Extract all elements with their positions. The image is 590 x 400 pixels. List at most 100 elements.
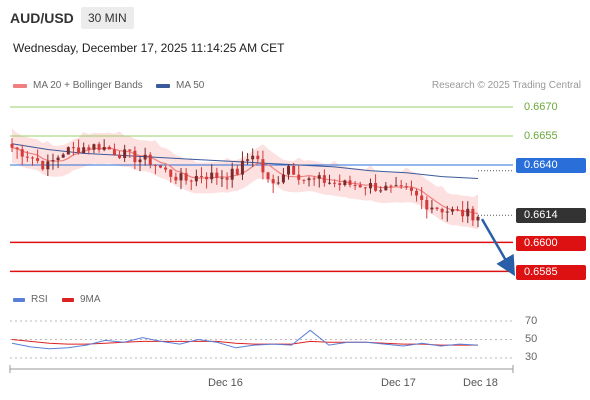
- candle-body: [148, 154, 152, 165]
- price-tag-s1: 0.6600: [516, 236, 586, 251]
- candle-body: [358, 185, 362, 188]
- candle-body: [189, 180, 193, 182]
- candle-body: [25, 156, 29, 158]
- ma20-label: MA 20 + Bollinger Bands: [33, 80, 143, 91]
- candle-body: [333, 182, 337, 184]
- candle-body: [297, 174, 301, 180]
- candle-body: [240, 160, 244, 175]
- price-tag-r2: 0.6670: [524, 101, 558, 113]
- candle-body: [215, 172, 219, 179]
- price-tag-last: 0.6614: [516, 208, 586, 223]
- candle-body: [112, 149, 116, 155]
- candle-body: [251, 155, 255, 160]
- forecast-arrow: [480, 218, 516, 277]
- candle-body: [471, 208, 475, 221]
- candle-body: [220, 177, 224, 179]
- candle-body: [71, 147, 75, 149]
- candle-body: [425, 199, 429, 210]
- candle-body: [276, 182, 280, 184]
- candle-body: [348, 180, 352, 185]
- candle-body: [210, 172, 214, 180]
- candle-body: [184, 173, 188, 181]
- rsi-ma-label: 9MA: [80, 294, 101, 305]
- ma50-line: [11, 143, 479, 179]
- candle-body: [461, 209, 465, 217]
- timeframe-button[interactable]: 30 MIN: [81, 7, 134, 29]
- candle-body: [317, 175, 321, 179]
- candle-body: [205, 176, 209, 180]
- candle-body: [445, 211, 449, 213]
- rsi-tick-30: 30: [525, 351, 538, 363]
- candle-body: [246, 159, 250, 161]
- candle-body: [312, 178, 316, 180]
- candle-body: [409, 187, 413, 191]
- candle-body: [302, 179, 306, 181]
- symbol-title: AUD/USD: [10, 10, 74, 26]
- candle-body: [343, 180, 347, 186]
- candle-body: [415, 190, 419, 196]
- datetime-label: Wednesday, December 17, 2025 11:14:25 AM…: [13, 41, 285, 55]
- candle-body: [87, 147, 91, 150]
- candle-body: [138, 159, 142, 163]
- candle-body: [143, 154, 147, 160]
- candle-body: [61, 154, 65, 158]
- ma50-swatch: [156, 83, 170, 88]
- top-bar: AUD/USD 30 MIN: [0, 0, 590, 36]
- candle-body: [281, 174, 285, 183]
- candle-body: [466, 208, 470, 217]
- candle-body: [374, 183, 378, 191]
- price-tag-r1: 0.6655: [524, 130, 558, 142]
- candle-body: [56, 157, 60, 161]
- candle-body: [128, 149, 132, 151]
- candle-body: [271, 179, 275, 184]
- candle-body: [430, 207, 434, 210]
- candle-body: [77, 147, 81, 154]
- candle-body: [399, 185, 403, 187]
- credit-text: Research © 2025 Trading Central: [431, 80, 581, 91]
- rsi-ma-swatch: [62, 297, 74, 302]
- candle-body: [456, 209, 460, 211]
- candle-body: [164, 167, 168, 170]
- candle-body: [36, 158, 40, 161]
- candle-body: [450, 209, 454, 212]
- rsi-swatch: [13, 297, 25, 302]
- candle-body: [82, 147, 86, 154]
- candle-body: [225, 177, 229, 180]
- candle-body: [363, 187, 367, 189]
- candle-body: [159, 165, 163, 168]
- candle-body: [261, 159, 265, 173]
- candle-body: [174, 176, 178, 181]
- candle-body: [118, 154, 122, 159]
- candle-body: [435, 207, 439, 209]
- rsi-tick-50: 50: [525, 333, 538, 345]
- candle-body: [30, 157, 34, 159]
- x-label-dec17: Dec 17: [381, 377, 416, 389]
- candle-body: [153, 164, 157, 166]
- candle-body: [97, 144, 101, 150]
- price-tag-s2: 0.6585: [516, 265, 586, 280]
- candle-body: [235, 168, 239, 175]
- candle-body: [66, 147, 70, 155]
- candle-body: [92, 144, 96, 150]
- price-tag-pivot: 0.6640: [516, 158, 586, 173]
- candle-body: [420, 195, 424, 200]
- candle-body: [327, 182, 331, 184]
- candle-body: [368, 183, 372, 189]
- candle-body: [102, 146, 106, 150]
- candle-body: [394, 185, 398, 187]
- candle-body: [51, 160, 55, 162]
- rsi-label: RSI: [31, 294, 48, 305]
- candle-body: [107, 146, 111, 150]
- legend-rsi-ma: 9MA: [62, 294, 101, 305]
- candle-body: [322, 175, 326, 183]
- x-label-dec16: Dec 16: [208, 377, 243, 389]
- candle-body: [199, 175, 203, 177]
- candle-body: [476, 216, 480, 221]
- candle-body: [41, 160, 45, 170]
- candle-body: [194, 175, 198, 182]
- candle-body: [307, 178, 311, 181]
- bollinger-band: [12, 128, 478, 230]
- candle-body: [266, 172, 270, 180]
- candle-body: [389, 185, 393, 187]
